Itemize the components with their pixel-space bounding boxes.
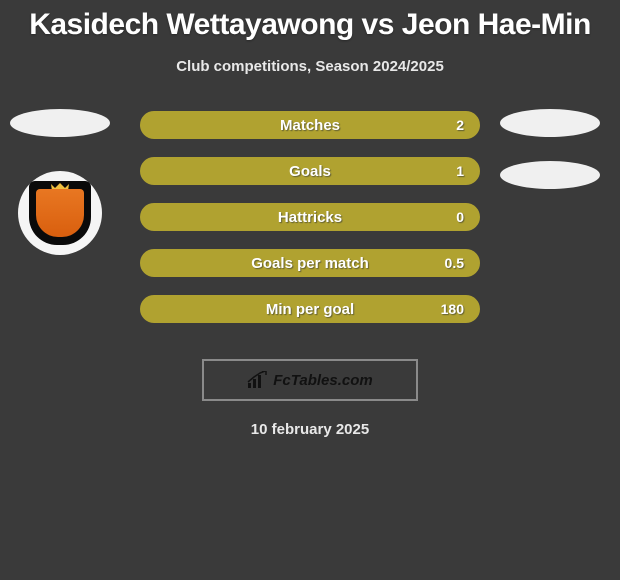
attribution-box: FcTables.com xyxy=(202,359,418,401)
chart-icon xyxy=(247,371,269,389)
player1-badge xyxy=(10,109,110,137)
player2-badge-2 xyxy=(500,161,600,189)
attribution-text: FcTables.com xyxy=(273,372,372,389)
stat-value: 1 xyxy=(456,163,464,179)
stat-label: Hattricks xyxy=(278,209,342,226)
stats-area: Matches 2 Goals 1 Hattricks 0 Goals per … xyxy=(0,111,620,351)
stat-label: Matches xyxy=(280,117,340,134)
player2-badge-1 xyxy=(500,109,600,137)
stat-value: 180 xyxy=(441,301,464,317)
date-text: 10 february 2025 xyxy=(0,421,620,438)
stat-row-mpg: Min per goal 180 xyxy=(140,295,480,323)
stat-value: 0.5 xyxy=(445,255,464,271)
stat-value: 0 xyxy=(456,209,464,225)
stat-label: Goals per match xyxy=(251,255,369,272)
stat-bars: Matches 2 Goals 1 Hattricks 0 Goals per … xyxy=(140,111,480,341)
stat-row-matches: Matches 2 xyxy=(140,111,480,139)
stat-row-hattricks: Hattricks 0 xyxy=(140,203,480,231)
stat-label: Min per goal xyxy=(266,301,354,318)
stat-row-goals: Goals 1 xyxy=(140,157,480,185)
main-container: Kasidech Wettayawong vs Jeon Hae-Min Clu… xyxy=(0,0,620,438)
stat-row-gpm: Goals per match 0.5 xyxy=(140,249,480,277)
stat-label: Goals xyxy=(289,163,331,180)
page-title: Kasidech Wettayawong vs Jeon Hae-Min xyxy=(0,8,620,42)
stat-value: 2 xyxy=(456,117,464,133)
club-logo xyxy=(18,171,102,255)
subtitle: Club competitions, Season 2024/2025 xyxy=(0,58,620,75)
